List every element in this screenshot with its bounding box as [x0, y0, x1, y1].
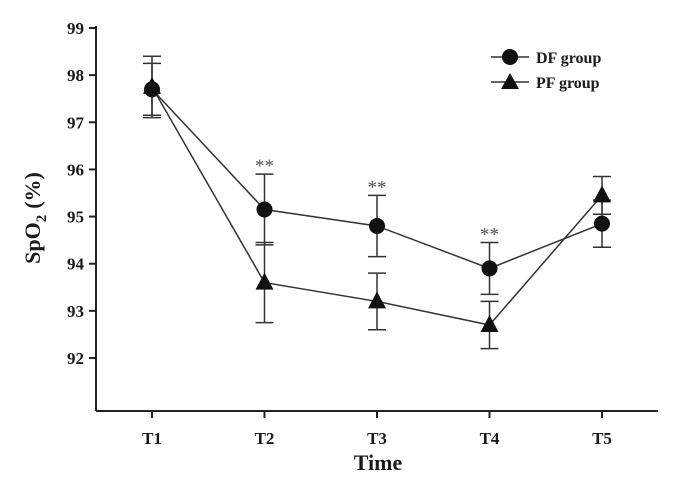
x-ticks: T1 T2 T3 T4 T5: [142, 411, 612, 448]
data-point-df: [481, 260, 498, 277]
y-axis-title-main: SpO: [20, 222, 45, 264]
legend-marker-pf: [501, 73, 519, 89]
data-point-df: [369, 218, 385, 234]
data-point-pf: [593, 185, 611, 203]
legend-label-pf: PF group: [536, 75, 600, 92]
y-tick-label: 92: [67, 349, 84, 368]
legend-label-df: DF group: [536, 50, 601, 67]
series-markers: [143, 76, 611, 332]
x-tick-label: T4: [480, 429, 500, 448]
y-tick-label: 96: [67, 160, 84, 179]
data-point-pf: [255, 272, 274, 290]
significance-annotations: ** ** **: [255, 156, 499, 245]
significance-marker: **: [480, 225, 499, 246]
y-ticks: 92 93 94 95 96 97 98 99: [67, 19, 96, 368]
y-axis-title-unit: (%): [20, 172, 45, 209]
significance-marker: **: [368, 177, 387, 198]
x-tick-label: T1: [142, 429, 162, 448]
y-tick-label: 98: [67, 66, 84, 85]
data-point-pf: [480, 315, 499, 332]
data-point-pf: [143, 76, 161, 94]
y-axis-title-subscript: 2: [34, 215, 50, 223]
y-tick-label: 95: [67, 208, 84, 227]
y-tick-label: 97: [67, 113, 85, 132]
x-tick-label: T3: [367, 429, 387, 448]
legend-item-df: DF group: [491, 49, 601, 67]
data-point-pf: [368, 291, 386, 309]
legend: DF group PF group: [491, 49, 601, 92]
significance-marker: **: [255, 156, 274, 177]
y-tick-label: 99: [67, 19, 84, 38]
y-axis-title: SpO2 (%): [20, 172, 50, 264]
y-tick-label: 93: [67, 302, 84, 321]
legend-marker-df: [502, 49, 518, 65]
data-point-df: [256, 201, 273, 218]
x-axis-title: Time: [354, 450, 403, 475]
y-axis-title-text: SpO2 (%): [20, 172, 50, 264]
legend-item-pf: PF group: [491, 73, 600, 92]
y-tick-label: 94: [67, 255, 85, 274]
x-tick-label: T2: [255, 429, 275, 448]
data-point-df: [594, 215, 610, 232]
x-tick-label: T5: [592, 429, 612, 448]
